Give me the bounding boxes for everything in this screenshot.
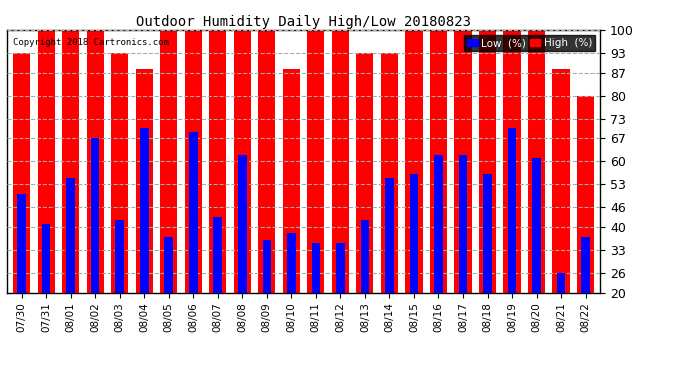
Bar [434,154,443,358]
Bar [332,30,349,358]
Bar [405,30,422,358]
Bar [307,30,324,358]
Bar [479,30,496,358]
Bar [66,178,75,358]
Bar [258,30,275,358]
Bar [234,30,251,358]
Bar [287,233,295,358]
Text: Copyright 2018 Cartronics.com: Copyright 2018 Cartronics.com [13,38,169,47]
Bar [455,30,471,358]
Bar [111,53,128,358]
Bar [185,30,202,358]
Bar [381,53,398,358]
Bar [385,178,394,358]
Bar [17,194,26,358]
Bar [115,220,124,358]
Bar [209,30,226,358]
Bar [410,174,418,358]
Bar [62,30,79,358]
Bar [483,174,492,358]
Bar [361,220,369,358]
Bar [581,237,590,358]
Bar [312,243,320,358]
Title: Outdoor Humidity Daily High/Low 20180823: Outdoor Humidity Daily High/Low 20180823 [136,15,471,29]
Bar [37,30,55,358]
Bar [336,243,345,358]
Bar [430,30,447,358]
Bar [262,240,271,358]
Bar [86,30,104,358]
Bar [532,158,541,358]
Bar [283,69,300,358]
Bar [238,154,246,358]
Bar [42,224,50,358]
Bar [136,69,152,358]
Bar [213,217,222,358]
Bar [553,69,570,358]
Bar [160,30,177,358]
Bar [91,138,99,358]
Bar [508,128,516,358]
Bar [528,30,545,358]
Bar [13,53,30,358]
Bar [164,237,173,358]
Bar [459,154,467,358]
Bar [140,128,148,358]
Bar [577,96,594,358]
Legend: Low  (%), High  (%): Low (%), High (%) [464,35,595,51]
Bar [189,132,197,358]
Bar [356,53,373,358]
Bar [557,273,565,358]
Bar [504,30,521,358]
